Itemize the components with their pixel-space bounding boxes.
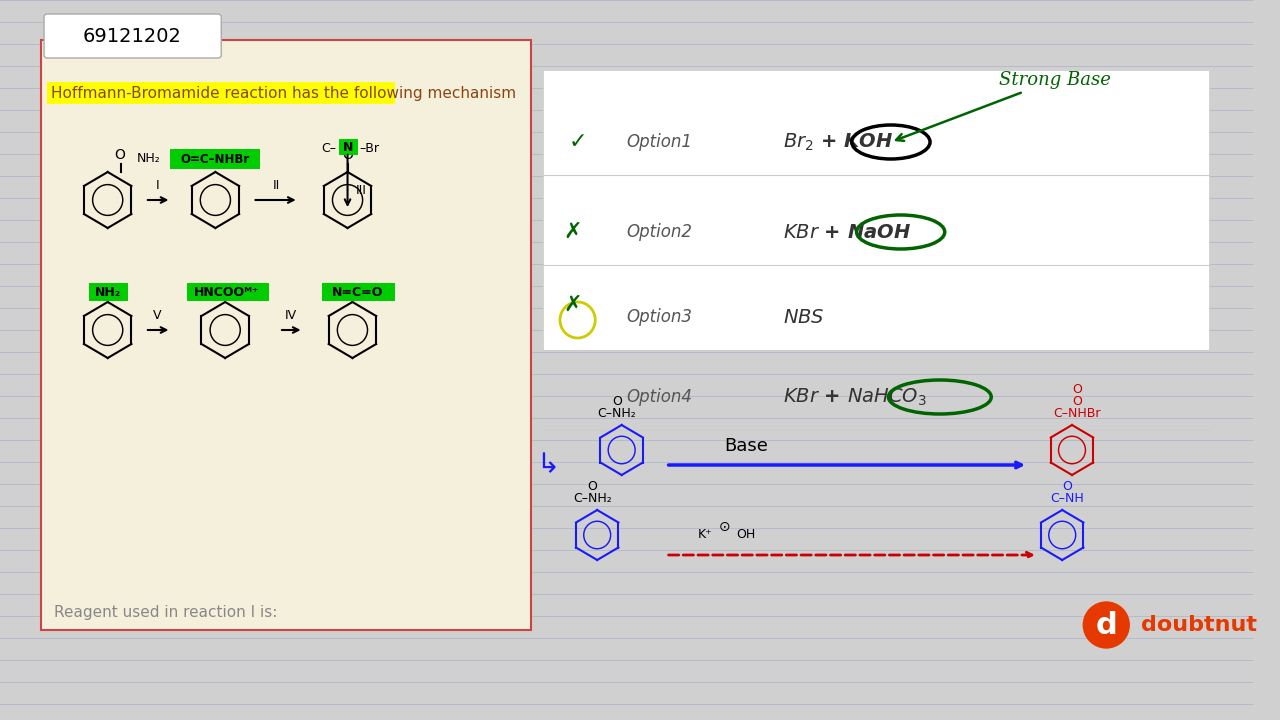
FancyBboxPatch shape (44, 14, 221, 58)
Text: II: II (273, 179, 280, 192)
Text: Option3: Option3 (627, 308, 692, 326)
Text: N: N (343, 140, 353, 153)
Text: O=C–NHBr: O=C–NHBr (180, 153, 250, 166)
Text: O: O (114, 148, 125, 162)
Text: ↳: ↳ (536, 451, 559, 479)
Text: Option2: Option2 (627, 223, 692, 241)
Text: C–: C– (321, 142, 335, 155)
Text: –Br: –Br (360, 142, 379, 155)
Text: O: O (588, 480, 598, 493)
Text: OH: OH (736, 528, 755, 541)
Text: O: O (612, 395, 622, 408)
Text: Option1: Option1 (627, 133, 692, 151)
Text: Base: Base (724, 437, 768, 455)
Text: III: III (356, 184, 366, 197)
Text: N=C=O: N=C=O (332, 286, 383, 299)
Text: O: O (1062, 480, 1073, 493)
Text: O: O (342, 148, 353, 162)
FancyBboxPatch shape (323, 283, 394, 301)
Text: $Br_2$ + KOH: $Br_2$ + KOH (783, 131, 893, 153)
Text: ✗: ✗ (563, 222, 582, 242)
Text: Hoffmann-Bromamide reaction has the following mechanism: Hoffmann-Bromamide reaction has the foll… (51, 86, 516, 101)
Text: I: I (156, 179, 160, 192)
Text: Option4: Option4 (627, 388, 692, 406)
Text: C–NH: C–NH (1050, 492, 1084, 505)
Text: $NBS$: $NBS$ (783, 307, 824, 326)
Text: d: d (1096, 611, 1117, 639)
Text: $KBr$ + NaOH: $KBr$ + NaOH (783, 222, 911, 241)
Text: O: O (1071, 383, 1082, 396)
Text: O: O (1071, 395, 1082, 408)
Text: 69121202: 69121202 (83, 27, 182, 45)
Text: NH₂: NH₂ (95, 286, 120, 299)
Text: NH₂: NH₂ (137, 151, 161, 164)
Text: IV: IV (284, 309, 297, 322)
Text: Strong Base: Strong Base (896, 71, 1111, 141)
Text: C–NH₂: C–NH₂ (573, 492, 612, 505)
FancyBboxPatch shape (47, 82, 394, 104)
FancyBboxPatch shape (339, 139, 358, 155)
Text: doubtnut: doubtnut (1140, 615, 1257, 635)
Text: ✗: ✗ (563, 295, 582, 315)
Text: K⁺: K⁺ (698, 528, 712, 541)
Text: ✓: ✓ (568, 132, 588, 152)
Text: HNCOOᴹ⁺: HNCOOᴹ⁺ (195, 286, 260, 299)
Text: Reagent used in reaction I is:: Reagent used in reaction I is: (54, 605, 278, 619)
FancyBboxPatch shape (41, 40, 531, 630)
Text: ⊙: ⊙ (718, 520, 731, 534)
Text: V: V (154, 309, 161, 322)
FancyBboxPatch shape (170, 149, 260, 169)
Text: C–NHBr: C–NHBr (1053, 407, 1101, 420)
FancyBboxPatch shape (90, 283, 128, 301)
FancyBboxPatch shape (543, 70, 1210, 350)
Text: $KBr$ + $NaHCO_3$: $KBr$ + $NaHCO_3$ (783, 387, 927, 408)
FancyBboxPatch shape (187, 283, 269, 301)
Text: C–NH₂: C–NH₂ (598, 407, 636, 420)
